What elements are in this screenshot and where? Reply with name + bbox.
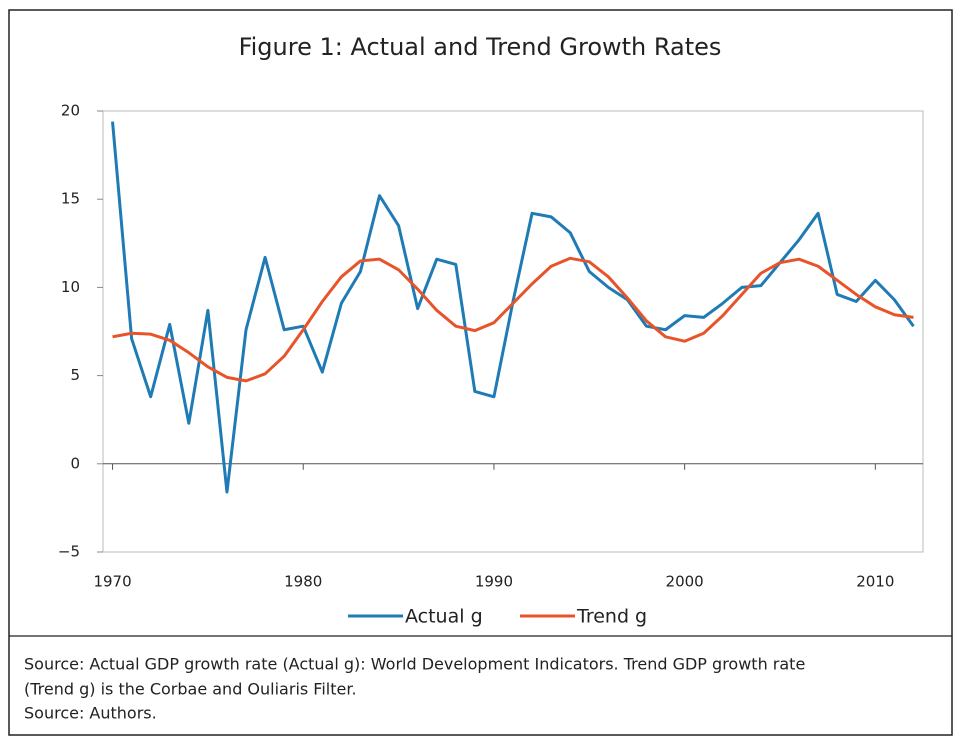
legend-label: Trend g — [576, 606, 647, 628]
note: Source: Authors. — [24, 704, 157, 723]
plot-frame — [102, 110, 924, 553]
x-tick-label: 2010 — [856, 573, 894, 591]
note: Source: Actual GDP growth rate (Actual g… — [24, 655, 805, 674]
chart-title: Figure 1: Actual and Trend Growth Rates — [239, 33, 722, 61]
series-line — [112, 256, 914, 383]
legend-label: Actual g — [405, 606, 483, 628]
y-tick-label: 20 — [61, 102, 80, 120]
y-tick-label: 15 — [61, 190, 80, 208]
frame — [8, 9, 953, 736]
note: (Trend g) is the Corbae and Ouliaris Fil… — [24, 680, 357, 699]
y-tick-label: 10 — [61, 278, 80, 296]
y-tick-label: 5 — [70, 366, 80, 384]
y-tick-label: 0 — [70, 454, 80, 472]
x-tick-label: 1980 — [284, 573, 322, 591]
x-tick-label: 1990 — [475, 573, 513, 591]
x-tick-label: 2000 — [666, 573, 704, 591]
series-line — [111, 121, 915, 494]
x-tick-label: 1970 — [93, 573, 131, 591]
y-tick-label: −5 — [58, 543, 80, 561]
